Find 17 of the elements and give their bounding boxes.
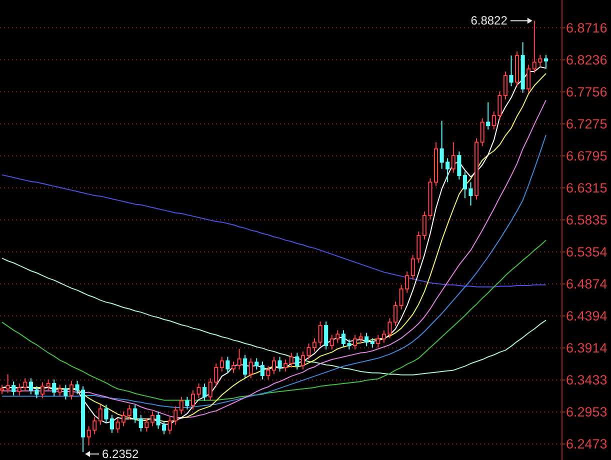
y-tick-label: 6.3433 (566, 372, 608, 388)
y-tick-label: 6.7275 (566, 116, 608, 132)
y-tick-label: 6.2953 (566, 404, 608, 420)
annotation: 6.2352 (102, 447, 140, 460)
y-tick-label: 6.3914 (566, 340, 608, 356)
y-tick-label: 6.4394 (566, 308, 608, 324)
y-tick-label: 6.4874 (566, 276, 608, 292)
y-tick-label: 6.8716 (566, 20, 608, 36)
y-tick-label: 6.6315 (566, 180, 608, 196)
y-tick-label: 6.2473 (566, 436, 608, 452)
y-tick-label: 6.7756 (566, 84, 608, 100)
y-tick-label: 6.5835 (566, 212, 608, 228)
line-series (2, 258, 546, 376)
y-tick-label: 6.8236 (566, 52, 608, 68)
y-tick-label: 6.5354 (566, 244, 608, 260)
y-tick-label: 6.6795 (566, 148, 608, 164)
annotation: 6.8822 (470, 14, 508, 28)
